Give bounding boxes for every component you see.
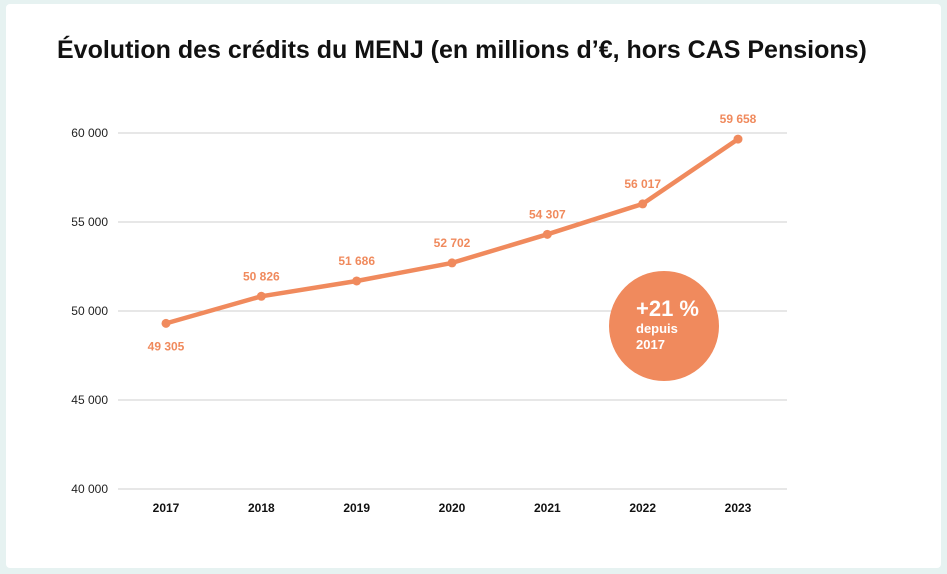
x-tick-label: 2020 — [439, 501, 466, 515]
x-tick-label: 2022 — [629, 501, 656, 515]
chart-card — [6, 4, 941, 568]
growth-badge-circle — [609, 271, 719, 381]
y-tick-label: 45 000 — [71, 393, 108, 407]
data-label: 50 826 — [243, 269, 280, 283]
growth-badge-value: +21 % — [636, 296, 699, 321]
data-point — [447, 258, 457, 268]
data-point — [352, 276, 362, 286]
data-point — [256, 291, 266, 301]
data-label: 52 702 — [434, 236, 471, 250]
data-point — [542, 229, 552, 239]
data-point — [733, 134, 743, 144]
chart-title: Évolution des crédits du MENJ (en millio… — [57, 36, 867, 64]
x-tick-label: 2021 — [534, 501, 561, 515]
growth-badge-line2: 2017 — [636, 337, 665, 352]
data-label: 51 686 — [338, 254, 375, 268]
data-point — [638, 199, 648, 209]
data-label: 56 017 — [624, 177, 661, 191]
x-tick-label: 2019 — [343, 501, 370, 515]
x-tick-label: 2023 — [725, 501, 752, 515]
y-axis: 40 000 45 000 50 000 55 000 60 000 — [71, 126, 108, 496]
data-label: 49 305 — [148, 339, 185, 353]
y-tick-label: 50 000 — [71, 304, 108, 318]
data-labels: 49 305 50 826 51 686 52 702 54 307 56 017 59 6… — [148, 112, 757, 353]
y-tick-label: 55 000 — [71, 215, 108, 229]
growth-badge-line1: depuis — [636, 321, 678, 336]
y-tick-label: 40 000 — [71, 482, 108, 496]
data-label: 59 658 — [720, 112, 757, 126]
x-axis: 2017 2018 2019 2020 2021 2022 2023 — [153, 501, 752, 515]
y-tick-label: 60 000 — [71, 126, 108, 140]
data-label: 54 307 — [529, 207, 566, 221]
growth-badge: +21 % depuis 2017 — [609, 271, 719, 381]
x-tick-label: 2017 — [153, 501, 180, 515]
series-line-group — [161, 134, 743, 328]
x-tick-label: 2018 — [248, 501, 275, 515]
data-point — [161, 318, 171, 328]
